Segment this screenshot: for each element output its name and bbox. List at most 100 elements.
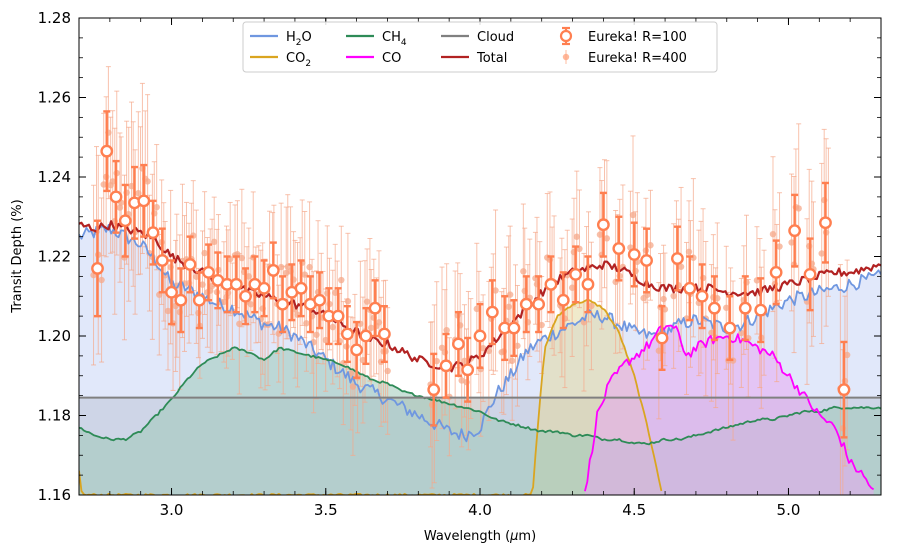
r400-point [629, 135, 637, 295]
r100-point [723, 295, 737, 362]
r100-point [640, 227, 653, 294]
r100-points [91, 110, 851, 439]
r100-point [738, 275, 752, 342]
x-tick-label: 3.0 [160, 501, 184, 519]
y-tick-label: 1.26 [38, 89, 71, 107]
r100-point [427, 352, 441, 427]
r100-point [803, 237, 817, 312]
legend-item-r400: Eureka! R=400 [562, 50, 687, 66]
legend-item-r100: Eureka! R=100 [559, 26, 687, 46]
h2o-line [79, 224, 881, 443]
r100-point [100, 110, 114, 193]
r100-point [322, 287, 336, 346]
y-tick-label: 1.24 [38, 168, 71, 186]
r100-point [350, 320, 364, 379]
y-tick-label: 1.20 [38, 327, 71, 345]
r100-point [377, 304, 391, 364]
r100-point [612, 215, 626, 282]
co-fill [584, 325, 874, 495]
r100-point [266, 241, 280, 300]
r400-point [479, 294, 487, 402]
r400-point [818, 162, 825, 345]
r100-point [581, 255, 595, 314]
model-fills [79, 224, 881, 495]
legend-item-h2o: H2O [250, 30, 312, 48]
r100-point [769, 239, 783, 306]
r400-point [226, 201, 234, 317]
r400-point [677, 186, 685, 347]
r100-point [519, 275, 533, 334]
r100-point [544, 255, 558, 314]
legend-label: Eureka! R=100 [588, 30, 687, 45]
x-tick-label: 5.0 [777, 501, 801, 519]
legend-item-cloud: Cloud [441, 30, 514, 45]
r100-point [837, 340, 851, 439]
y-tick-label: 1.16 [38, 486, 71, 504]
legend-item-total: Total [441, 51, 507, 66]
legend-item-co2: CO2 [250, 51, 311, 69]
r100-point [192, 271, 206, 330]
r100-point [708, 275, 721, 342]
legend: H2O CO2 CH4 CO Cloud Total Eureka! R=100 Eureka… [242, 21, 718, 73]
axis-ticks: 3.0 3.5 4.0 4.5 5.0 1.16 1.18 1.20 1.22 1.24 1.26 1… [38, 9, 882, 519]
r400-point [795, 123, 802, 294]
ch4-line [79, 346, 881, 446]
r100-point [461, 336, 475, 403]
legend-label: Cloud [477, 30, 514, 45]
r100-point [248, 255, 262, 314]
r100-point [165, 259, 178, 326]
r100-point [473, 303, 487, 369]
r400-point [153, 144, 160, 271]
r400-point [690, 178, 697, 338]
r100-point [174, 267, 188, 334]
r400-point [776, 192, 783, 301]
y-tick-label: 1.28 [38, 9, 71, 27]
r100-point [183, 235, 197, 294]
legend-box [242, 21, 718, 73]
r100-point [683, 255, 697, 322]
r100-point [498, 295, 512, 362]
r400-point [738, 277, 745, 388]
r400-point [588, 241, 595, 371]
legend-label: CO [382, 51, 401, 66]
r100-point [155, 227, 169, 294]
r400-point [125, 126, 132, 302]
r100-point [229, 255, 243, 314]
r100-point [303, 275, 317, 334]
r100-point [359, 306, 373, 366]
r100-point [109, 159, 123, 234]
r400-point [236, 253, 243, 395]
r400-point [433, 281, 440, 442]
r400-point [135, 111, 142, 276]
r100-point [294, 259, 308, 318]
legend-label: CH4 [382, 30, 407, 48]
r400-point [714, 222, 721, 375]
r100-point [239, 267, 252, 326]
legend-label: Eureka! R=400 [588, 51, 687, 66]
r100-point [202, 243, 215, 302]
legend-label: CO2 [286, 51, 311, 69]
legend-item-ch4: CH4 [346, 30, 407, 48]
r100-point [695, 263, 709, 330]
r100-point [569, 245, 583, 304]
r100-point [146, 199, 160, 266]
r400-point [100, 112, 107, 257]
r100-point [596, 191, 610, 258]
r100-point [627, 221, 641, 288]
r400-point [647, 189, 654, 301]
r400-point [220, 241, 228, 363]
legend-label: H2O [286, 30, 312, 48]
r100-point [452, 310, 465, 377]
r100-point [671, 225, 684, 292]
r400-point [661, 252, 669, 367]
x-tick-label: 4.0 [468, 501, 492, 519]
x-axis-label: Wavelength (μm) [424, 529, 536, 544]
r400-point [238, 188, 246, 328]
r100-point [439, 332, 453, 399]
r100-point [754, 277, 768, 344]
r400-point [367, 269, 375, 387]
r100-point [485, 279, 499, 346]
r100-point [276, 275, 289, 334]
r100-point [128, 165, 141, 240]
